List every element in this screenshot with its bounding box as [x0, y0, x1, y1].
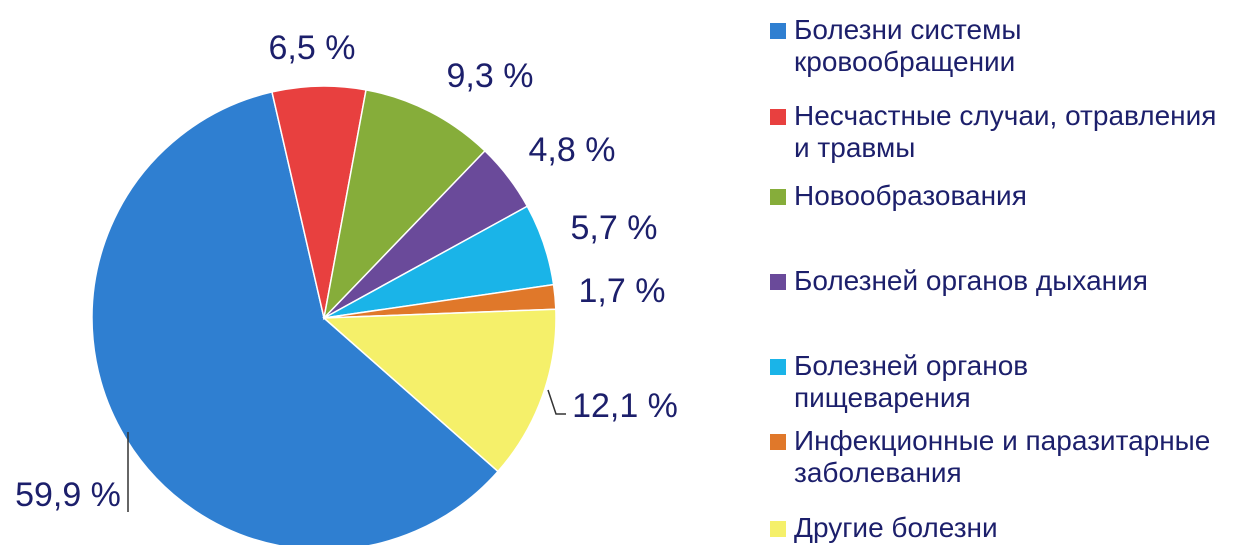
- data-label: 9,3 %: [447, 57, 534, 95]
- data-label: 1,7 %: [579, 272, 666, 310]
- data-label: 5,7 %: [571, 209, 658, 247]
- legend-swatch: [770, 109, 786, 125]
- legend-label: Болезней органов пищеварения: [794, 350, 1029, 413]
- legend-item: Болезни системы кровообращении: [770, 14, 1238, 78]
- legend-item: Новообразования: [770, 180, 1238, 212]
- legend-label: Болезни системы кровообращении: [794, 14, 1022, 77]
- legend-swatch: [770, 189, 786, 205]
- legend-swatch: [770, 434, 786, 450]
- legend-label: Болезней органов дыхания: [794, 265, 1148, 296]
- legend-label: Несчастные случаи, отравления и травмы: [794, 100, 1217, 163]
- legend-item: Инфекционные и паразитарные заболевания: [770, 425, 1238, 489]
- legend-swatch: [770, 274, 786, 290]
- legend-label: Другие болезни: [794, 512, 998, 543]
- data-label: 4,8 %: [529, 131, 616, 169]
- legend-item: Болезней органов дыхания: [770, 265, 1238, 297]
- legend-swatch: [770, 521, 786, 537]
- leader-line: [547, 389, 566, 415]
- pie-slice: [322, 308, 557, 473]
- pie-area: 59,9 % 6,5 % 9,3 % 4,8 % 5,7 % 1,7 % 12,1 %: [15, 29, 678, 545]
- legend-item: Болезней органов пищеварения: [770, 350, 1238, 414]
- legend-swatch: [770, 359, 786, 375]
- pie-slice: [91, 91, 500, 545]
- legend-item: Несчастные случаи, отравления и травмы: [770, 100, 1238, 164]
- legend-label: Новообразования: [794, 180, 1027, 211]
- data-label: 6,5 %: [269, 29, 356, 67]
- pie-slice: [322, 88, 486, 321]
- legend-item: Другие болезни: [770, 512, 1238, 544]
- legend-label: Инфекционные и паразитарные заболевания: [794, 425, 1211, 488]
- data-label: 59,9 %: [15, 476, 121, 514]
- data-label: 12,1 %: [572, 387, 678, 425]
- legend-swatch: [770, 23, 786, 39]
